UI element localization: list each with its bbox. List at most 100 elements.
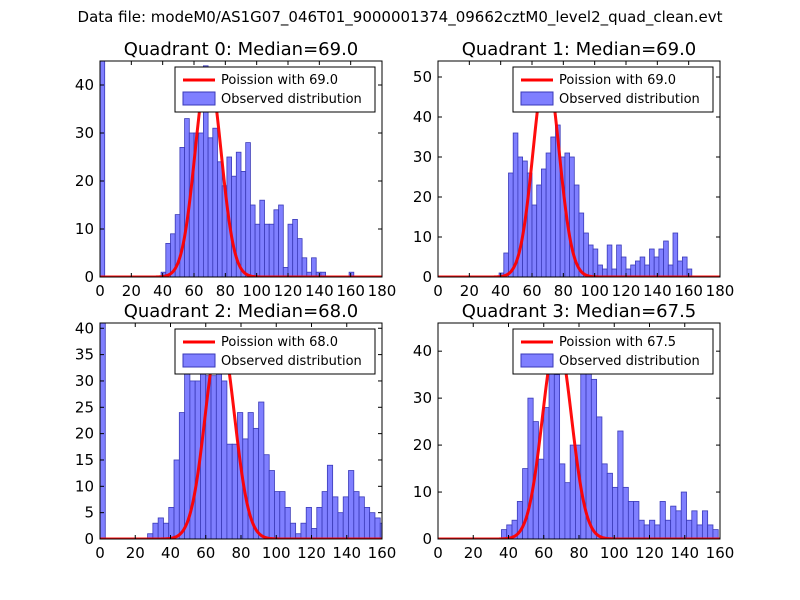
histogram-bar (622, 486, 629, 539)
histogram-bar (588, 244, 594, 277)
x-tick-label: 160 (674, 282, 703, 300)
x-tick-label: 60 (522, 282, 541, 300)
histogram-bar (321, 491, 328, 539)
legend-poisson-label: Poission with 69.0 (559, 73, 676, 88)
histogram-bar (663, 240, 669, 277)
y-tick-label: 25 (75, 398, 94, 416)
histogram-bar (592, 248, 599, 277)
histogram-bar (240, 170, 247, 277)
x-tick-label: 120 (297, 544, 326, 562)
histogram-bar (100, 323, 106, 539)
x-tick-label: 20 (460, 282, 479, 300)
histogram-bar (358, 496, 365, 539)
poisson-curve (100, 68, 382, 277)
y-tick-label: 0 (422, 268, 432, 286)
x-tick-label: 140 (670, 544, 699, 562)
x-tick-label: 100 (580, 282, 609, 300)
histogram-bar (545, 152, 552, 277)
histogram-bar (696, 524, 703, 539)
histogram-bar (606, 244, 613, 277)
legend-bar-swatch (520, 353, 554, 368)
poisson-curve (100, 331, 382, 539)
histogram-bar (627, 501, 635, 539)
quadrant-1-plot-area (438, 67, 720, 277)
legend: Poission with 68.0 Observed distribution (174, 328, 376, 375)
histogram-bar (305, 506, 312, 539)
histogram-bar (616, 244, 622, 277)
quadrant-1-panel: 0 20 40 60 80 100 120 140 160 180 0 10 20 30 40 50 Quadr… (413, 39, 734, 300)
histogram-bar (217, 161, 223, 277)
legend-bar-swatch (520, 91, 554, 106)
x-tick-label: 100 (242, 282, 271, 300)
histogram-bar (659, 501, 666, 539)
histogram-bar (553, 374, 561, 539)
x-tick-label: 0 (433, 282, 443, 300)
x-tick-label: 40 (153, 282, 172, 300)
x-tick-label: 40 (161, 544, 180, 562)
histogram-bar (157, 517, 164, 539)
histogram-bar (274, 491, 281, 539)
y-tick-label: 40 (413, 342, 432, 360)
histogram-bar (590, 378, 598, 539)
histogram-bar (541, 168, 547, 277)
poisson-curve (438, 67, 720, 277)
x-tick-label: 180 (368, 282, 397, 300)
x-tick-label: 140 (332, 544, 361, 562)
y-tick-label: 5 (84, 504, 94, 522)
x-tick-label: 100 (600, 544, 629, 562)
histogram-bar (268, 470, 275, 539)
histogram-bar (258, 401, 265, 539)
histogram-bar (548, 360, 555, 539)
x-tick-label: 160 (368, 544, 397, 562)
y-tick-label: 0 (422, 530, 432, 548)
histogram-bar (559, 463, 566, 539)
y-tick-label: 15 (75, 451, 94, 469)
histogram-bar (152, 522, 159, 539)
x-tick-label: 140 (305, 282, 334, 300)
histogram-bar (649, 248, 655, 277)
histogram-bar (252, 427, 260, 539)
histogram-bar (278, 204, 284, 277)
x-tick-label: 60 (196, 544, 215, 562)
y-tick-label: 20 (75, 425, 94, 443)
quadrant-0-panel: 0 20 40 60 80 100 120 140 160 180 0 10 20 30 40 Quadran… (75, 39, 396, 300)
histogram-bar (163, 522, 170, 539)
x-tick-label: 0 (95, 282, 105, 300)
x-tick-label: 80 (554, 282, 573, 300)
histogram-bar (210, 375, 217, 539)
histogram-bar (680, 491, 687, 539)
histogram-bar (620, 256, 627, 277)
histogram-bar (311, 528, 318, 539)
y-tick-label: 10 (413, 483, 432, 501)
legend-poisson-label: Poission with 69.0 (221, 73, 338, 88)
histogram-bar (292, 218, 298, 277)
histogram-bar (654, 524, 661, 539)
histogram-bar (198, 132, 204, 277)
histogram-bar (273, 209, 279, 277)
y-tick-label: 0 (84, 268, 94, 286)
histogram-bar (363, 506, 371, 539)
histogram-bar (207, 137, 214, 277)
histogram-bar (643, 524, 650, 539)
histogram-bar (601, 463, 608, 539)
y-tick-label: 10 (75, 220, 94, 238)
x-tick-label: 100 (262, 544, 291, 562)
histogram-bar (268, 223, 275, 277)
legend-observed-label: Observed distribution (221, 92, 362, 107)
quadrant-2-title: Quadrant 2: Median=68.0 (124, 301, 359, 322)
y-tick-label: 20 (75, 172, 94, 190)
histogram-bar (630, 264, 636, 277)
histogram-bar (707, 524, 714, 539)
histogram-bar (231, 443, 238, 539)
x-tick-label: 0 (95, 544, 105, 562)
histogram-bar (606, 472, 613, 539)
histogram-bar (639, 256, 646, 277)
histogram-bar (311, 257, 317, 277)
histogram-bar (670, 505, 677, 539)
y-tick-label: 30 (75, 372, 94, 390)
histogram-bar (254, 223, 261, 277)
x-tick-label: 140 (643, 282, 672, 300)
y-tick-label: 20 (413, 188, 432, 206)
histogram-bar (320, 271, 326, 277)
histogram-bar (221, 380, 228, 539)
